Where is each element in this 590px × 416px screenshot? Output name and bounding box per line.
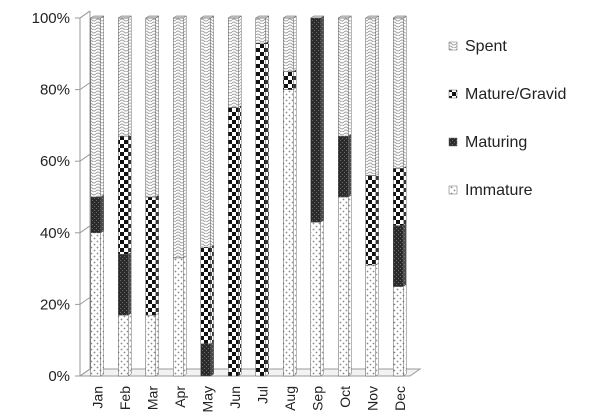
y-tick-label: 80% [40,82,70,99]
bars [89,15,408,377]
bar-top-cap [227,15,243,19]
y-tick-depth [79,225,91,234]
bar-stack-sep [309,15,325,377]
legend-swatch [448,185,458,195]
x-tick-label: Apr [172,386,188,408]
bar-stack-aug [282,15,298,377]
legend-label: Immature [465,182,533,199]
bar-oct-maturing [338,133,352,198]
bar-top-cap [144,15,160,19]
x-axis-labels: Jan Feb Mar Apr May Jun Jul Aug Sep Oct Nov Dec [90,386,408,413]
bar-may-maturing [200,341,214,377]
y-tick-depth [79,153,91,162]
y-tick-label: 20% [40,296,70,313]
bar-feb-immature [118,312,132,377]
bar-stack-feb [117,15,133,377]
x-tick-label: Feb [117,386,133,410]
bar-mar-mature-gravid [145,194,159,316]
bar-top-cap [364,15,380,19]
bar-apr-spent [173,15,187,259]
bar-jun-spent [228,15,242,108]
bar-stack-nov [364,15,380,377]
bar-top-cap [392,15,408,19]
y-tick-label: 100% [32,10,70,27]
bar-dec-spent [393,15,407,169]
bar-top-cap [172,15,188,19]
bar-stack-apr [172,15,188,377]
bar-nov-immature [365,262,379,377]
legend-item-mature-gravid: Mature/Gravid [448,86,566,103]
legend-item-maturing: Maturing [448,134,527,151]
bar-stack-mar [144,15,160,377]
x-tick-label: Jul [255,386,271,404]
y-tick-label: 0% [48,368,70,385]
x-tick-label: Sep [310,386,326,411]
y-tick-label: 60% [40,153,70,170]
bar-jan-maturing [90,194,104,234]
bar-oct-spent [338,15,352,137]
bar-aug-mature-gravid [283,69,297,91]
bar-top-cap [117,15,133,19]
legend-item-spent: Spent [448,38,507,55]
bar-mar-spent [145,15,159,198]
bar-jul-mature-gravid [255,40,269,377]
bar-jan-immature [90,230,104,377]
y-tick-depth [79,10,91,19]
bar-oct-immature [338,194,352,377]
bar-jun-mature-gravid [228,105,242,377]
legend-label: Mature/Gravid [465,86,566,103]
bar-apr-immature [173,255,187,377]
legend-swatch [448,137,458,147]
bar-jan-spent [90,15,104,198]
bar-aug-spent [283,15,297,73]
legend: Spent Mature/Gravid Maturing Immature [448,38,566,199]
bar-top-cap [254,15,270,19]
y-tick-depth [79,296,91,305]
bar-top-cap [337,15,353,19]
bar-top-cap [309,15,325,19]
x-tick-label: Aug [282,386,298,411]
bar-sep-immature [310,219,324,377]
bar-mar-immature [145,312,159,377]
bar-nov-mature-gravid [365,173,379,266]
y-axis-ticks: 0% 20% 40% 60% 80% 100% [32,10,91,385]
legend-label: Spent [465,38,507,55]
bar-feb-mature-gravid [118,133,132,255]
bar-top-cap [89,15,105,19]
bar-may-mature-gravid [200,244,214,345]
bar-aug-immature [283,87,297,377]
bar-sep-maturing [310,15,324,223]
y-tick-depth [79,368,91,377]
y-tick-depth [79,82,91,91]
y-tick-label: 40% [40,225,70,242]
bar-stack-oct [337,15,353,377]
bar-top-cap [282,15,298,19]
bar-feb-spent [118,15,132,137]
bar-dec-mature-gravid [393,165,407,227]
x-tick-label: Oct [337,386,353,408]
bar-stack-dec [392,15,408,377]
x-tick-label: Mar [145,386,161,410]
bar-top-cap [199,15,215,19]
bar-may-spent [200,15,214,248]
bar-stack-may [199,15,215,377]
x-tick-label: Nov [365,386,381,411]
bar-feb-maturing [118,251,132,316]
x-tick-label: Jan [90,386,106,409]
legend-swatch [448,89,458,99]
bar-jul-spent [255,15,269,44]
legend-label: Maturing [465,134,527,151]
bar-stack-jun [227,15,243,377]
bar-dec-immature [393,284,407,377]
legend-item-immature: Immature [448,182,533,199]
x-tick-label: Dec [392,386,408,411]
bar-dec-maturing [393,223,407,287]
legend-swatch [448,41,458,51]
bar-stack-jan [89,15,105,377]
bar-nov-spent [365,15,379,176]
x-tick-label: May [200,386,216,412]
x-tick-label: Jun [227,386,243,409]
bar-stack-jul [254,15,270,377]
